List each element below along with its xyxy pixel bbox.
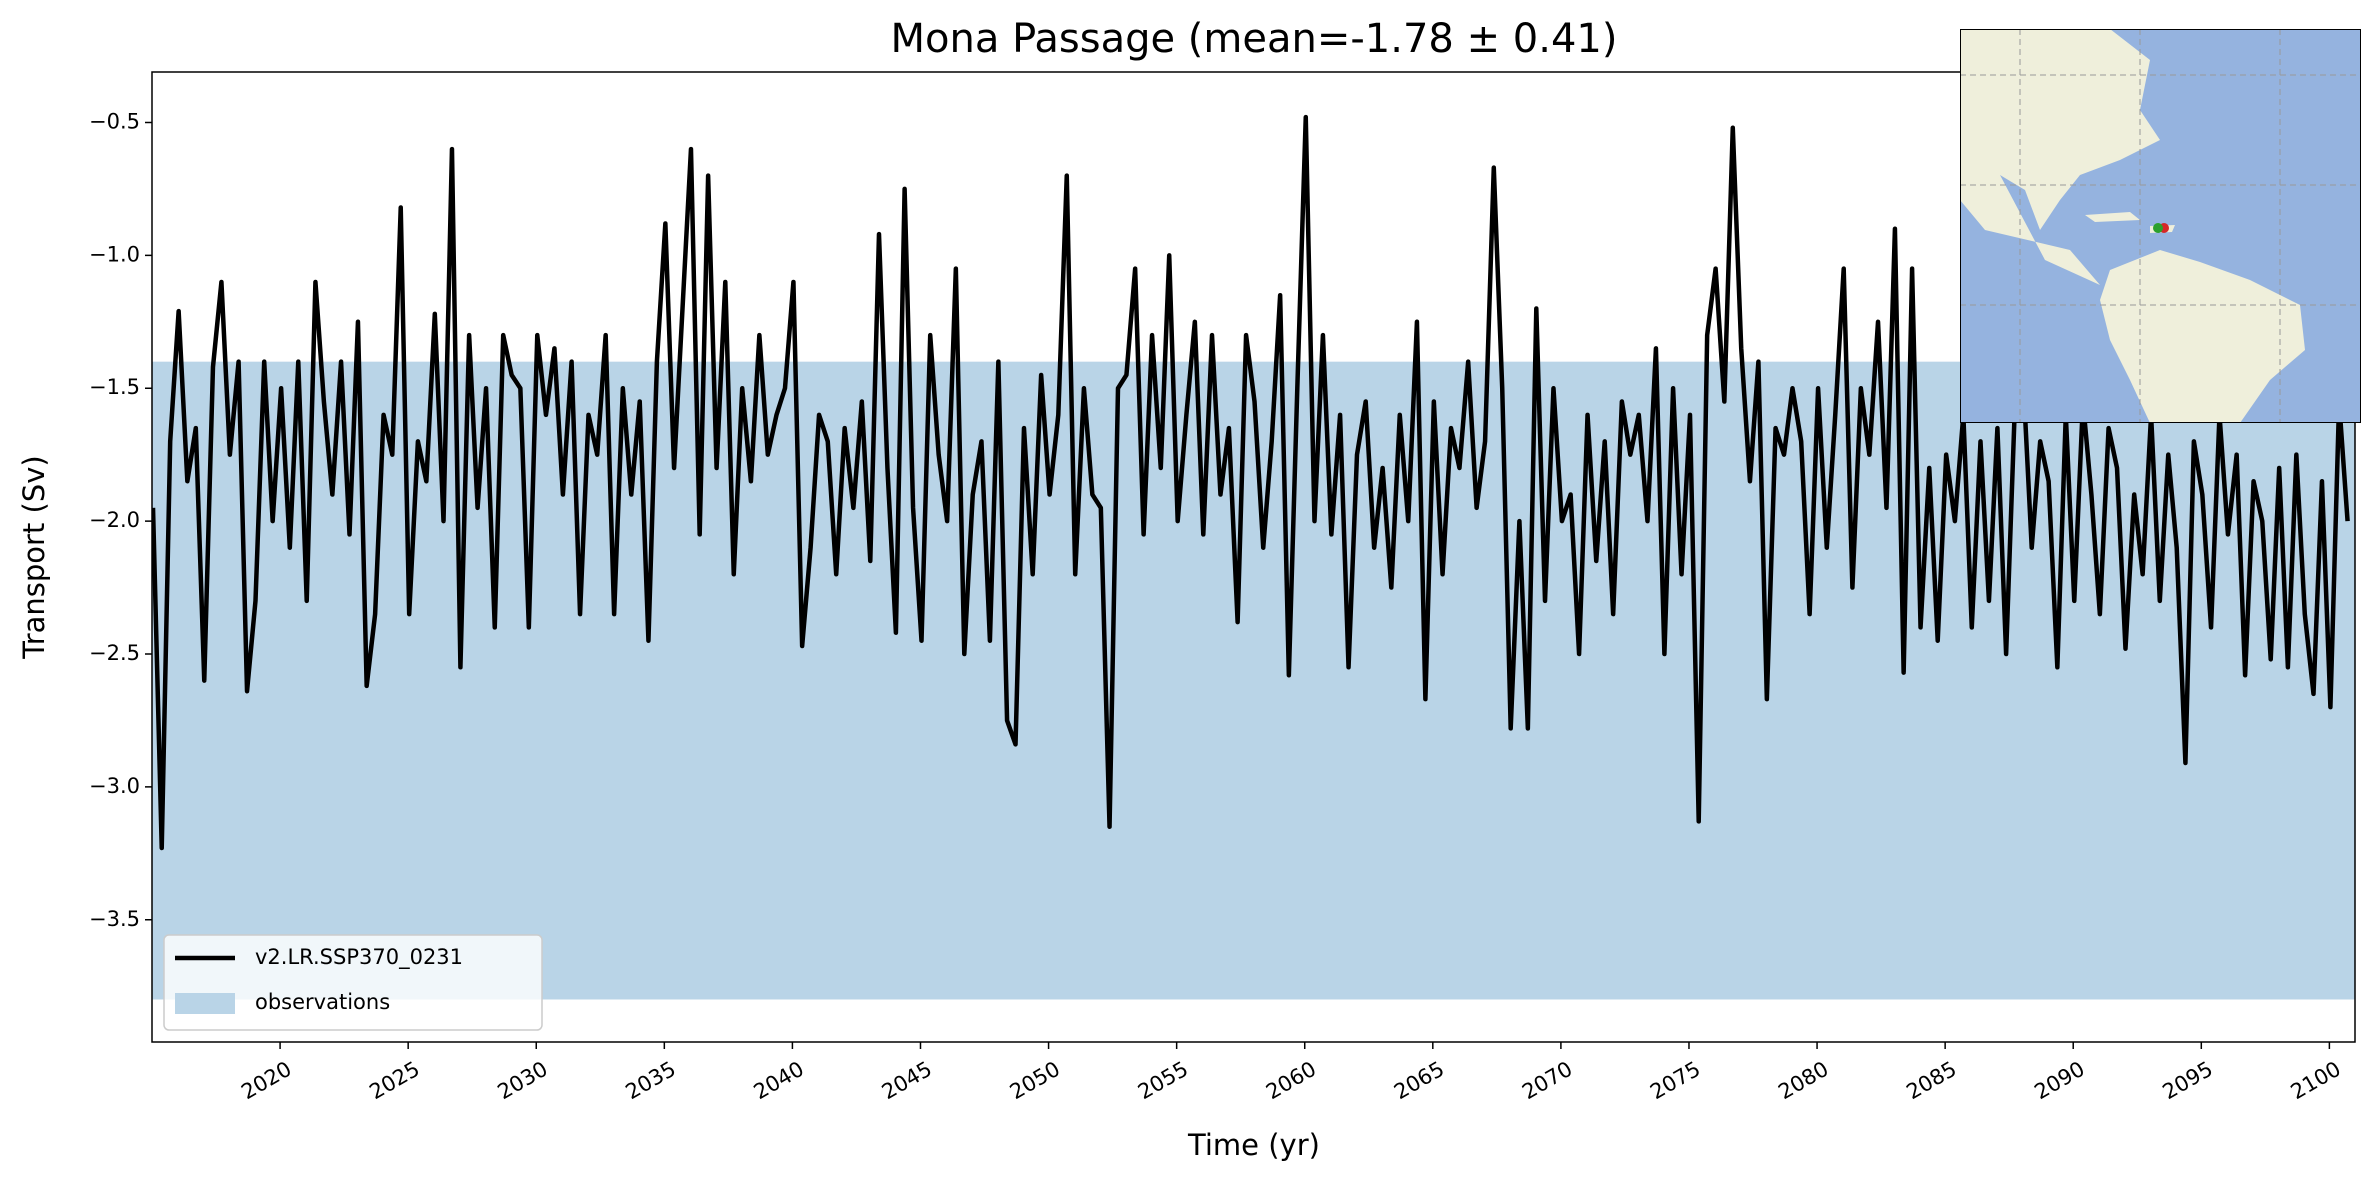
- axes-frame: [151, 71, 2356, 1043]
- inset-map: [1960, 29, 2361, 423]
- legend-label: observations: [255, 990, 390, 1014]
- y-tick-label: −1.5: [89, 375, 140, 399]
- x-tick-label: 2045: [878, 1057, 936, 1105]
- x-tick-label: 2070: [1518, 1057, 1576, 1105]
- x-tick-label: 2055: [1134, 1057, 1192, 1105]
- y-tick-label: −1.0: [89, 242, 140, 266]
- x-tick-label: 2020: [237, 1057, 295, 1105]
- x-tick-label: 2060: [1262, 1057, 1320, 1105]
- series-line: [152, 114, 2350, 851]
- x-tick-label: 2090: [2030, 1057, 2088, 1105]
- map-grid: [1960, 29, 2361, 423]
- x-tick-label: 2075: [1646, 1057, 1704, 1105]
- x-tick-label: 2065: [1390, 1057, 1448, 1105]
- x-tick-label: 2100: [2287, 1057, 2345, 1105]
- land: [2100, 250, 2305, 423]
- y-tick-label: −2.0: [89, 508, 140, 532]
- land: [1960, 29, 2160, 285]
- x-tick-label: 2040: [750, 1057, 808, 1105]
- legend: v2.LR.SSP370_0231 observations: [163, 934, 543, 1031]
- observation-band: [152, 361, 2355, 1000]
- section-start: [2153, 223, 2163, 233]
- y-axis-label: Transport (Sv): [17, 455, 51, 660]
- legend-box: [163, 934, 543, 1031]
- y-tick-label: −0.5: [89, 109, 140, 133]
- plot-area: [152, 114, 2355, 1000]
- legend-label: v2.LR.SSP370_0231: [255, 945, 463, 970]
- legend-swatch: [175, 993, 235, 1014]
- x-tick-label: 2085: [1902, 1057, 1960, 1105]
- x-tick-label: 2030: [493, 1057, 551, 1105]
- x-tick-label: 2025: [365, 1057, 423, 1105]
- x-tick-label: 2095: [2159, 1057, 2217, 1105]
- y-tick-label: −2.5: [89, 641, 140, 665]
- x-tick-label: 2080: [1774, 1057, 1832, 1105]
- x-tick-label: 2050: [1006, 1057, 1064, 1105]
- land: [2085, 212, 2175, 233]
- y-tick-label: −3.0: [89, 774, 140, 798]
- x-axis-label: Time (yr): [1187, 1128, 1320, 1162]
- y-tick-label: −3.5: [89, 907, 140, 931]
- x-tick-label: 2035: [622, 1057, 680, 1105]
- chart-title: Mona Passage (mean=-1.78 ± 0.41): [891, 16, 1618, 62]
